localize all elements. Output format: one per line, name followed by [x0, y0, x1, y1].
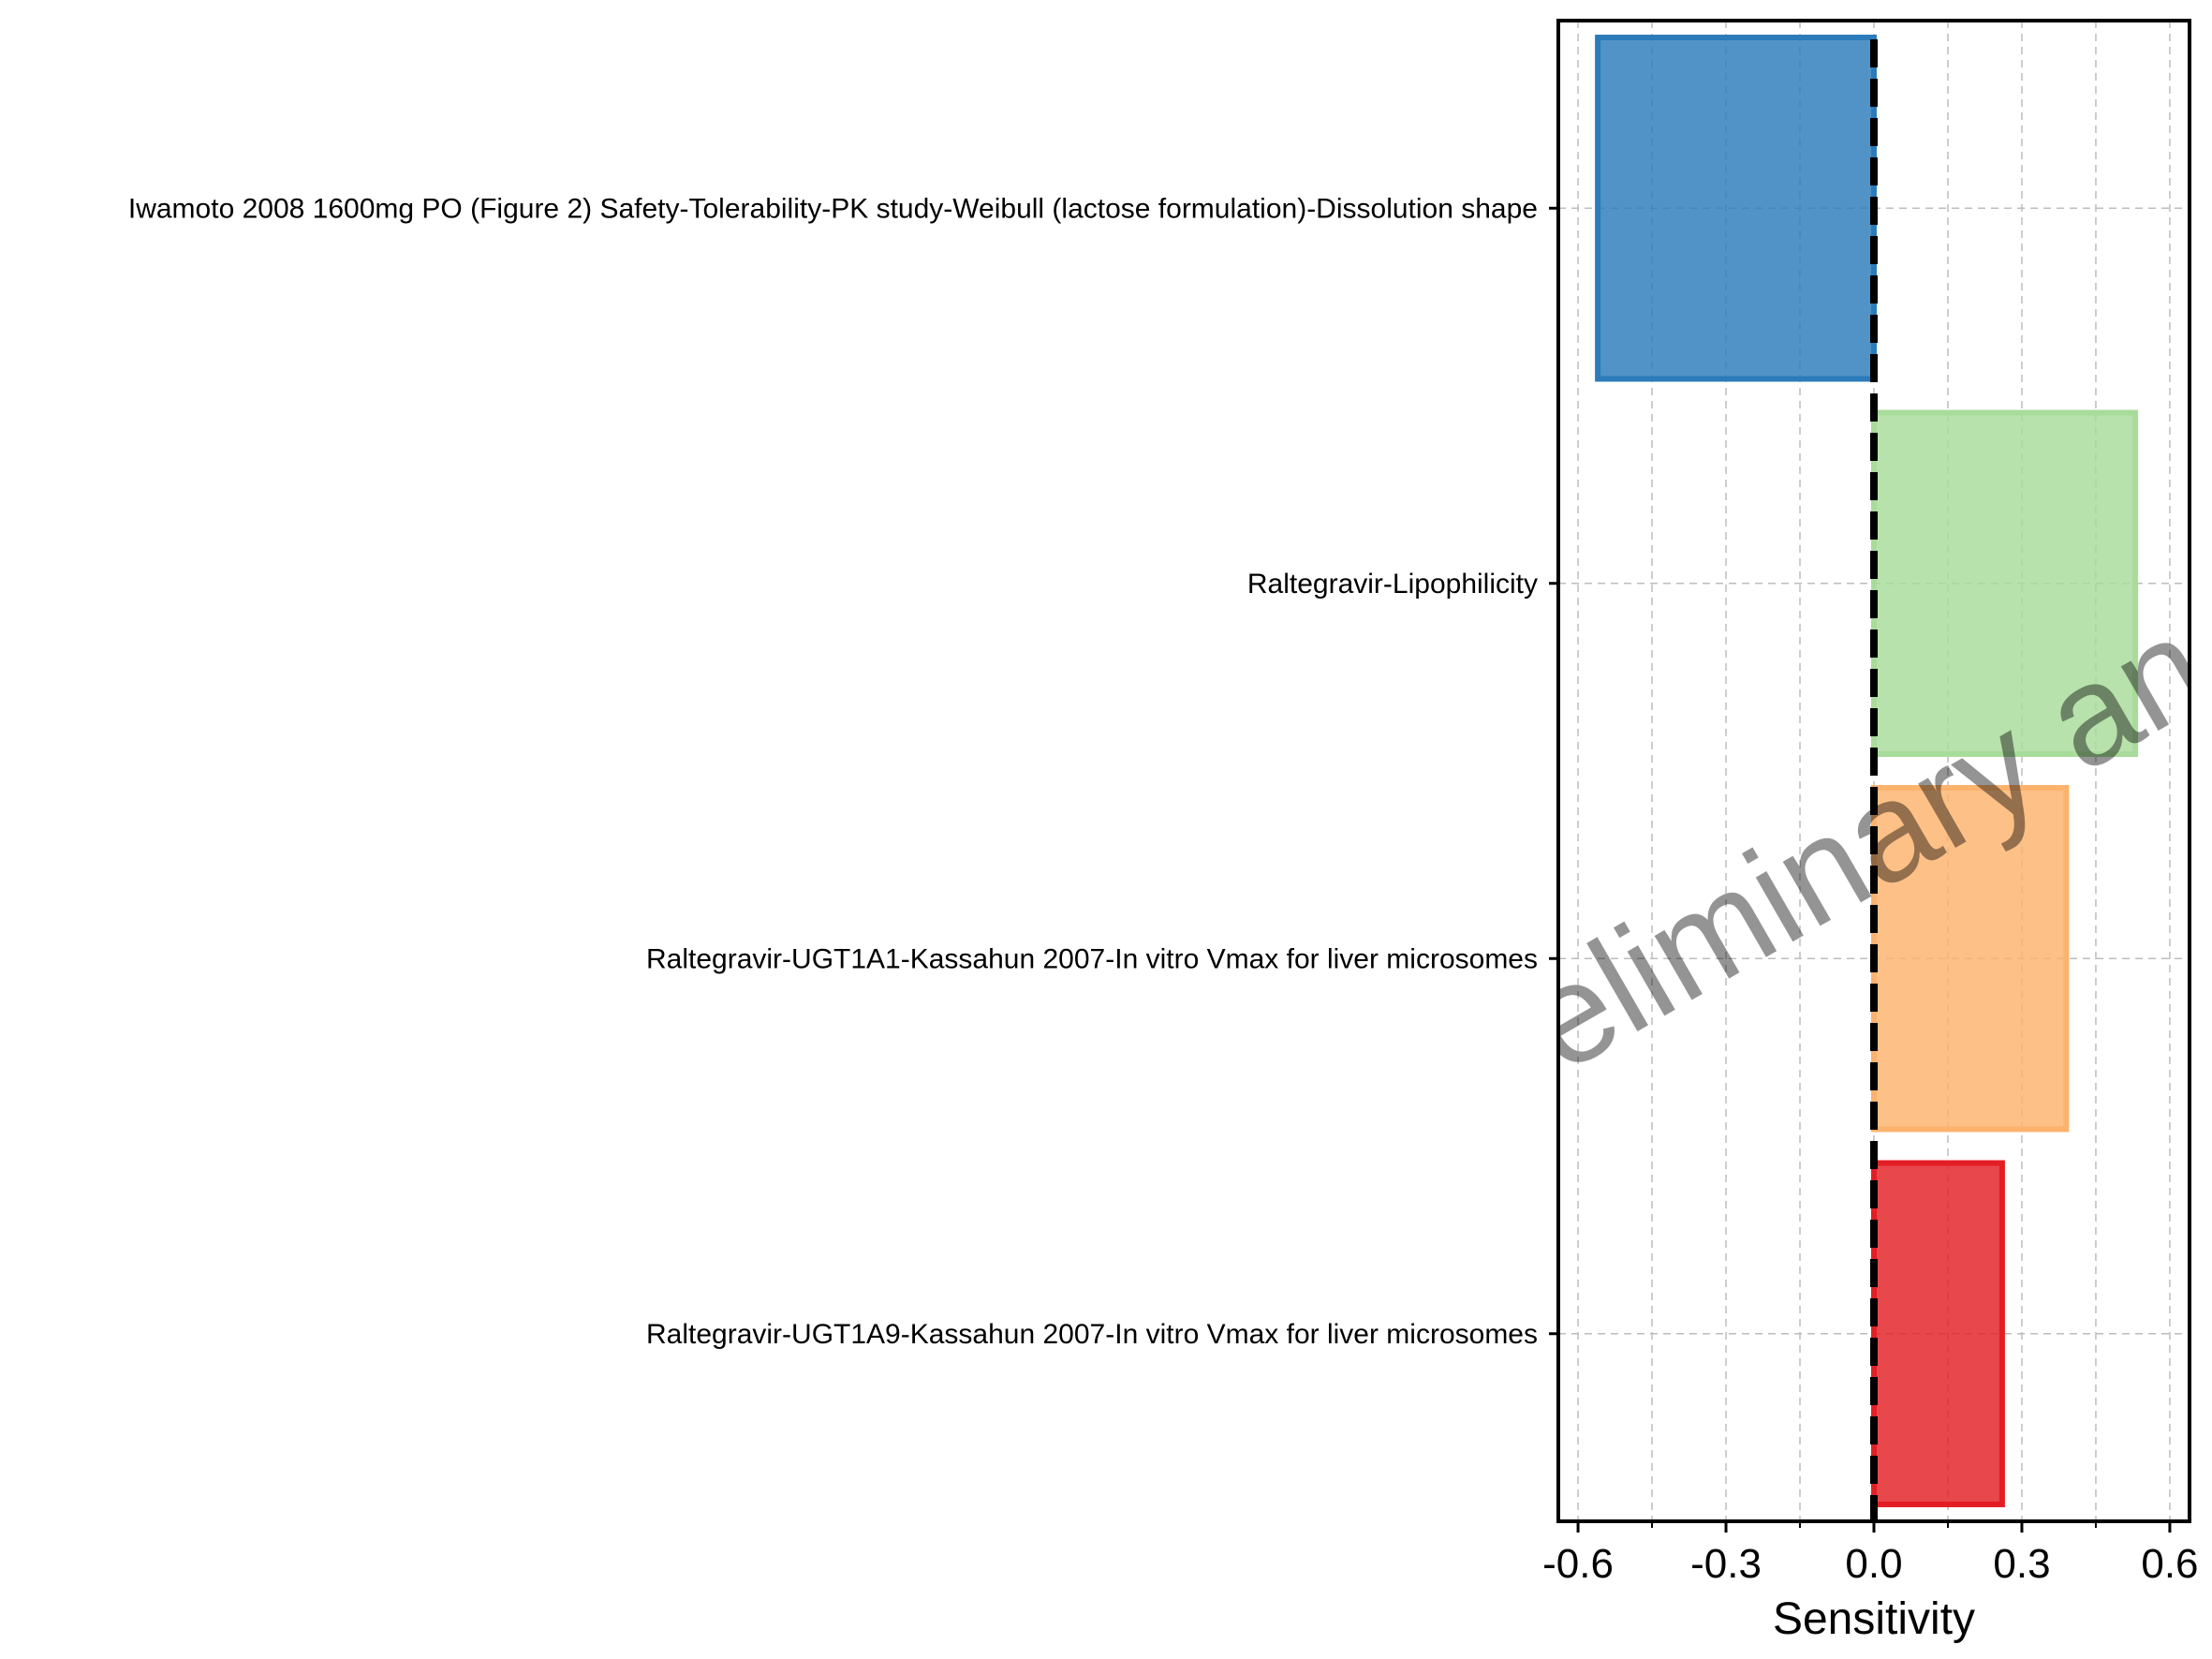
- x-tick-label: 0.6: [2141, 1541, 2198, 1587]
- bar: [1595, 35, 1877, 382]
- x-tick-label: 0.0: [1845, 1541, 1902, 1587]
- x-tick-label: 0.3: [1993, 1541, 2050, 1587]
- bar-series: [1595, 35, 2139, 1507]
- category-label: Raltegravir-UGT1A1-Kassahun 2007-In vitr…: [646, 943, 1538, 974]
- x-tick-label: -0.6: [1542, 1541, 1614, 1587]
- x-tick-label: -0.3: [1690, 1541, 1762, 1587]
- category-labels: Iwamoto 2008 1600mg PO (Figure 2) Safety…: [128, 193, 1558, 1350]
- bar: [1871, 1160, 2005, 1507]
- category-label: Raltegravir-UGT1A9-Kassahun 2007-In vitr…: [646, 1319, 1538, 1350]
- axis-ticks: -0.6 -0.3 0.0 0.3 0.6: [1542, 1521, 2199, 1587]
- category-label: Iwamoto 2008 1600mg PO (Figure 2) Safety…: [128, 193, 1538, 224]
- bar: [1871, 409, 2139, 757]
- x-axis-title: Sensitivity: [1773, 1594, 1975, 1644]
- category-label: Raltegravir-Lipophilicity: [1247, 569, 1538, 600]
